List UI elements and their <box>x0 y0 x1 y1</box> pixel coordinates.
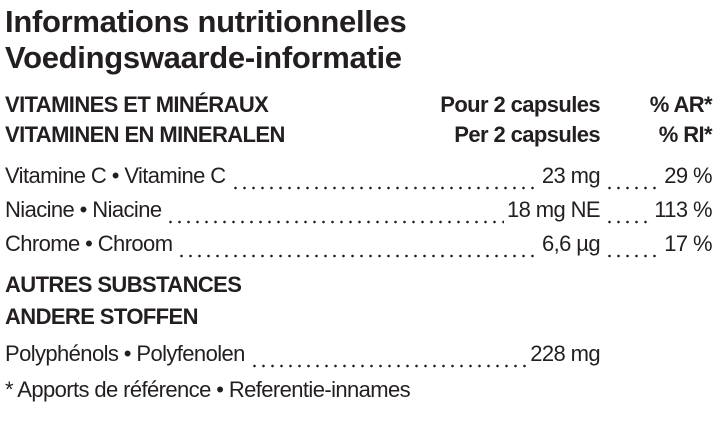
section-heading: ANDERE STOFFEN <box>5 304 712 336</box>
title-fr: Informations nutritionnelles <box>5 4 407 39</box>
dot-leader <box>603 197 652 229</box>
nutrient-name: Chrome • Chroom <box>5 231 173 256</box>
header-row: VITAMINES ET MINÉRAUX Pour 2 capsules % … <box>5 92 713 124</box>
dot-leader <box>603 231 662 263</box>
dot-leader <box>603 163 662 195</box>
heading: AUTRES SUBSTANCES <box>5 272 242 297</box>
dot-leader <box>228 163 539 195</box>
footnote: * Apports de référence • Referentie-inna… <box>5 377 712 409</box>
dot-leader <box>164 197 504 229</box>
nutrient-row: Polyphénols • Polyfenolen 228 mg <box>5 341 712 373</box>
dot-leader <box>175 231 539 263</box>
nutrient-amount: 18 mg NE <box>506 197 601 222</box>
heading: VITAMINES ET MINÉRAUX <box>5 92 269 117</box>
heading: ANDERE STOFFEN <box>5 304 198 329</box>
nutrient-name: Polyphénols • Polyfenolen <box>5 341 245 366</box>
ref-label: % AR* <box>649 92 713 117</box>
percent-cell: 17 % <box>600 231 713 263</box>
percent-cell: 113 % <box>600 197 713 229</box>
nutrient-row: Niacine • Niacine 18 mg NE 113 % <box>5 197 713 229</box>
ref-label: % RI* <box>658 122 713 147</box>
footnote-text: * Apports de référence • Referentie-inna… <box>5 377 411 402</box>
nutrient-name: Niacine • Niacine <box>5 197 162 222</box>
nutrient-amount: 23 mg <box>541 163 601 188</box>
percent-cell: 29 % <box>600 163 713 195</box>
nutrient-percent: 29 % <box>664 163 712 188</box>
per-label: Per 2 capsules <box>454 122 600 147</box>
nutrient-percent: 17 % <box>664 231 712 256</box>
nutrient-amount: 228 mg <box>530 341 600 366</box>
header-row: VITAMINEN EN MINERALEN Per 2 capsules % … <box>5 122 713 154</box>
heading: VITAMINEN EN MINERALEN <box>5 122 285 147</box>
nutrient-row: Chrome • Chroom 6,6 µg 17 % <box>5 231 713 263</box>
percent-cell <box>600 341 712 373</box>
per-label: Pour 2 capsules <box>440 92 600 117</box>
nutrient-amount: 6,6 µg <box>541 231 601 256</box>
dot-leader <box>247 341 528 373</box>
section-heading: AUTRES SUBSTANCES <box>5 272 712 304</box>
nutrient-name: Vitamine C • Vitamine C <box>5 163 226 188</box>
nutrient-row: Vitamine C • Vitamine C 23 mg 29 % <box>5 163 713 195</box>
nutrient-percent: 113 % <box>654 197 712 222</box>
title-nl: Voedingswaarde-informatie <box>5 40 402 75</box>
